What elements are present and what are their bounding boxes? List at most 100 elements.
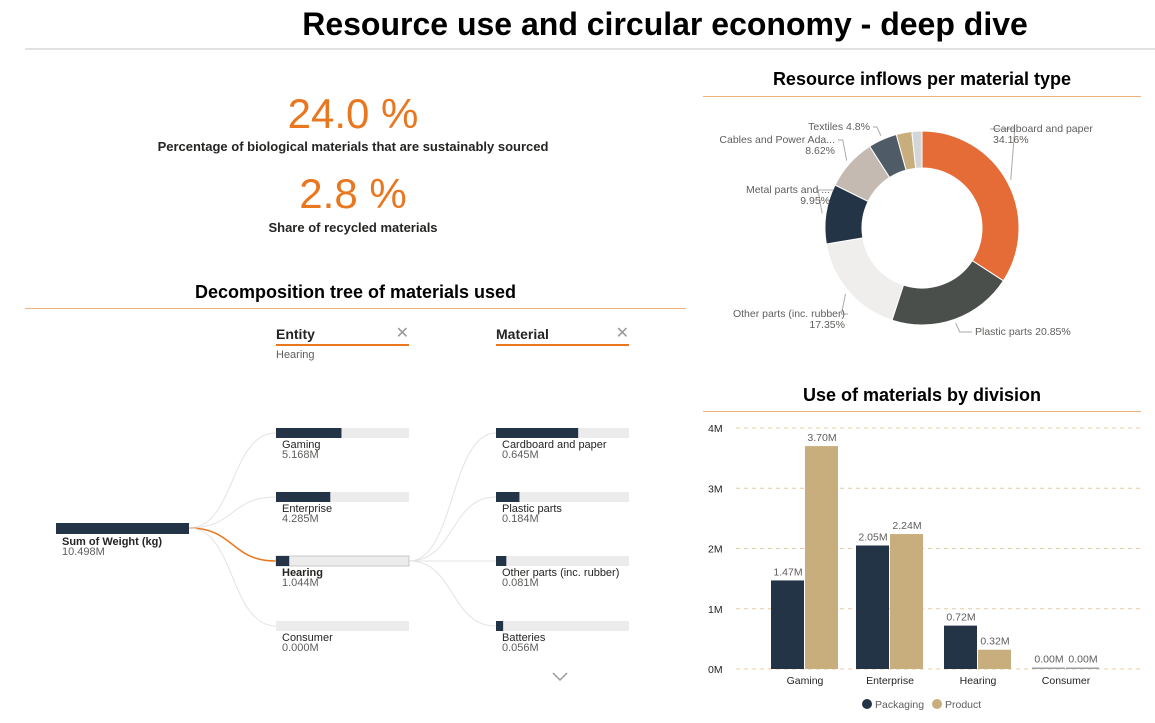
y-tick-label: 4M [708,423,723,435]
node-value: 0.000M [282,642,319,654]
donut-label: Textiles 4.8% [808,121,870,133]
node-label: Batteries [502,632,546,644]
page-title: Resource use and circular economy - deep… [302,6,1028,42]
tree-link [408,432,497,562]
bar-packaging[interactable] [771,580,804,669]
node-value: 0.056M [502,642,539,654]
donut-leader-line [955,323,972,333]
decomp-divider [25,308,686,309]
remove-material-level-close-icon[interactable]: ✕ [615,325,629,342]
donut-slice[interactable] [891,259,1005,326]
donut-slice[interactable] [911,130,923,169]
legend-marker [862,699,872,709]
donut-label: Metal parts and ... [746,184,830,196]
donut-leader-line [817,189,833,214]
bar-data-label: 0.00M [1034,654,1063,666]
material-header-label: Material [496,326,629,346]
x-tick-label: Enterprise [866,675,914,687]
y-tick-label: 2M [708,544,723,556]
donut-title: Resource inflows per material type [772,69,1072,89]
node-value: 0.645M [502,449,539,461]
y-tick-label: 3M [708,483,723,495]
legend-label[interactable]: Packaging [875,699,924,711]
bar-data-label: 0.72M [946,612,975,624]
donut-pct: 34.16% [993,134,1029,146]
bar-packaging[interactable] [944,625,977,669]
bar-data-label: 2.05M [858,531,887,543]
bar-product[interactable] [805,446,838,669]
bar-product[interactable] [890,534,923,669]
node-value: 5.168M [282,449,319,461]
donut-divider [703,96,1141,97]
node-label: Consumer [282,632,333,644]
donut-leader-line [990,128,1016,180]
kpi-bio-value: 24.0 % [287,90,419,137]
bar-divider [703,411,1141,412]
x-tick-label: Gaming [787,675,824,687]
kpi-recycled-label: Share of recycled materials [268,220,438,235]
node-value: 0.184M [502,513,539,525]
bar-data-label: 0.00M [1068,654,1097,666]
tree-node-other-parts-inc-rubber-[interactable]: Other parts (inc. rubber)0.081M [496,556,629,589]
bar-data-label: 3.70M [807,432,836,444]
donut-label: Cardboard and paper [993,123,1093,135]
bar-product[interactable] [978,649,1011,669]
entity-selected: Hearing [276,349,315,361]
tree-link [408,496,497,562]
y-tick-label: 1M [708,604,723,616]
node-label: Gaming [282,439,321,451]
donut-leader-line [873,126,882,136]
tree-link [188,527,277,562]
scroll-down-chevron-icon[interactable] [552,672,568,682]
x-tick-label: Consumer [1042,675,1091,687]
node-bar-track [496,621,629,631]
node-bar-track [276,492,409,502]
node-label: Other parts (inc. rubber) [502,567,619,579]
node-bar-fill [496,556,507,566]
donut-leader-line [840,293,848,315]
node-label: Hearing [282,567,323,579]
decomp-title: Decomposition tree of materials used [194,282,517,302]
donut-label: Cables and Power Ada... [719,134,835,146]
bar-data-label: 2.24M [892,520,921,532]
node-bar-track [275,555,410,567]
tree-link [188,432,277,529]
kpi-recycled-value: 2.8 % [299,170,407,217]
entity-header-label: Entity [276,326,409,346]
tree-link [188,496,277,529]
node-bar-fill [496,428,579,438]
bar-packaging[interactable] [1032,667,1065,670]
material-column-header: Material ✕ [496,325,629,346]
node-value: 0.081M [502,577,539,589]
donut-pct: 8.62% [805,145,835,157]
legend-label[interactable]: Product [945,699,981,711]
bar-title: Use of materials by division [802,385,1042,405]
bar-product[interactable] [1066,667,1099,670]
donut-pct: 9.95% [800,195,830,207]
remove-entity-level-close-icon[interactable]: ✕ [395,325,409,342]
donut-slice[interactable] [921,130,1020,282]
node-label: Plastic parts [502,503,562,515]
bar-chart: 0M 1M 2M 3M 4M 1.47M 3.70M Gaming 2.05M 2.24M Ente… [708,423,1141,711]
kpi-bio-label: Percentage of biological materials that … [157,139,549,154]
donut-pct: 17.35% [809,319,845,331]
donut-label: Plastic parts 20.85% [975,326,1071,338]
entity-column-header: Entity ✕ Hearing [276,325,409,361]
node-bar-track [276,428,409,438]
node-bar-fill [496,492,520,502]
node-bar-fill [496,621,504,631]
legend-marker [932,699,942,709]
bar-packaging[interactable] [856,545,889,669]
node-bar-track [276,621,409,631]
title-divider [25,48,1155,50]
x-tick-label: Hearing [960,675,997,687]
